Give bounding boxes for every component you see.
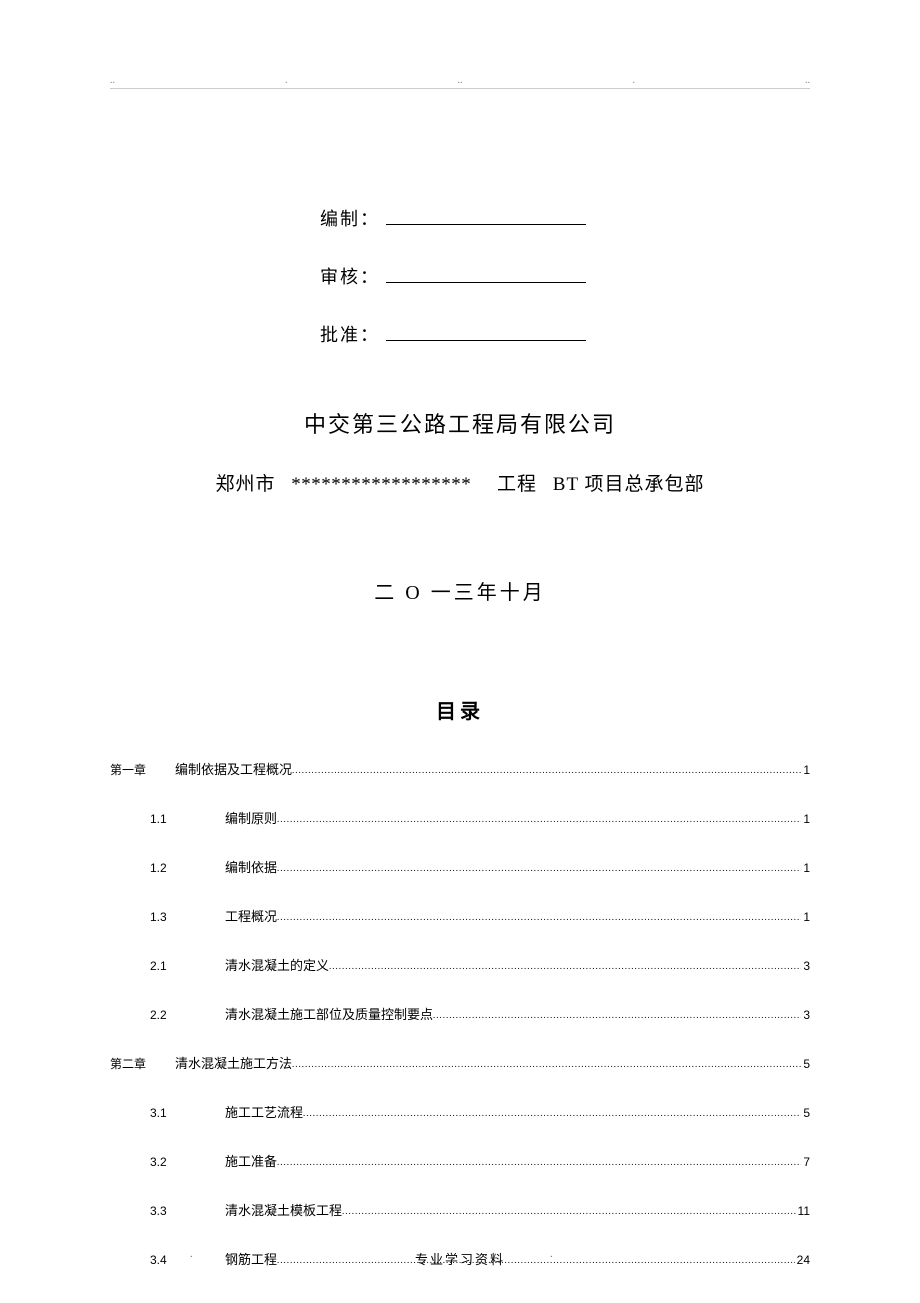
toc-item: 1.2 编制依据 1 — [110, 857, 810, 876]
company-name: 中交第三公路工程局有限公司 — [110, 407, 810, 439]
toc-page: 3 — [801, 959, 810, 973]
toc-leader — [329, 958, 801, 970]
toc-text: 编制原则 — [225, 808, 277, 827]
toc-page: 3 — [801, 1008, 810, 1022]
footer-dot-right: . — [550, 1249, 555, 1260]
toc-page: 5 — [801, 1057, 810, 1071]
toc-item: 3.3 清水混凝土模板工程 11 — [110, 1200, 810, 1219]
signature-block: 编制： 审核： 批准： — [320, 205, 810, 347]
page-container: ........ 编制： 审核： 批准： 中交第三公路工程局有限公司 郑州市 *… — [0, 0, 920, 1303]
toc-item: 第二章 清水混凝土施工方法 5 — [110, 1053, 810, 1072]
date-line: 二 O 一三年十月 — [110, 576, 810, 605]
toc-num: 2.1 — [150, 959, 225, 973]
toc-title: 目录 — [110, 695, 810, 724]
toc-text: 施工准备 — [225, 1151, 277, 1170]
toc-item: 1.3 工程概况 1 — [110, 906, 810, 925]
footer-dot-left: . — [190, 1249, 195, 1260]
toc-num: 3.3 — [150, 1204, 225, 1218]
project-prefix: 郑州市 — [216, 474, 276, 495]
compile-underline — [386, 224, 586, 225]
toc-leader — [433, 1007, 801, 1019]
project-line: 郑州市 ****************** 工程 BT 项目总承包部 — [110, 469, 810, 496]
toc-leader — [292, 762, 801, 774]
toc-text: 清水混凝土施工方法 — [175, 1053, 292, 1072]
toc-leader — [342, 1203, 796, 1215]
signature-approve: 批准： — [320, 321, 810, 347]
toc-container: 第一章 编制依据及工程概况 1 1.1 编制原则 1 1.2 编制依据 1 1.… — [110, 759, 810, 1268]
toc-leader — [277, 1154, 801, 1166]
toc-num: 1.2 — [150, 861, 225, 875]
toc-text: 工程概况 — [225, 906, 277, 925]
signature-compile: 编制： — [320, 205, 810, 231]
toc-item: 3.1 施工工艺流程 5 — [110, 1102, 810, 1121]
project-asterisks: ****************** — [291, 474, 471, 495]
project-mid: 工程 — [497, 474, 537, 495]
toc-page: 5 — [801, 1106, 810, 1120]
toc-leader — [303, 1105, 801, 1117]
footer-text: 专业学习资料 — [415, 1252, 505, 1267]
toc-page: 1 — [801, 861, 810, 875]
toc-item: 3.2 施工准备 7 — [110, 1151, 810, 1170]
toc-text: 清水混凝土的定义 — [225, 955, 329, 974]
toc-leader — [277, 811, 801, 823]
toc-num: 3.2 — [150, 1155, 225, 1169]
approve-label: 批准： — [320, 321, 380, 347]
approve-underline — [386, 340, 586, 341]
review-underline — [386, 282, 586, 283]
project-bt: BT — [553, 474, 579, 495]
toc-num: 1.1 — [150, 812, 225, 826]
toc-num: 第一章 — [110, 761, 175, 778]
compile-label: 编制： — [320, 205, 380, 231]
toc-text: 编制依据及工程概况 — [175, 759, 292, 778]
toc-page: 7 — [801, 1155, 810, 1169]
toc-text: 编制依据 — [225, 857, 277, 876]
toc-leader — [292, 1056, 801, 1068]
toc-num: 3.1 — [150, 1106, 225, 1120]
toc-item: 2.2 清水混凝土施工部位及质量控制要点 3 — [110, 1004, 810, 1023]
toc-item: 第一章 编制依据及工程概况 1 — [110, 759, 810, 778]
toc-leader — [277, 909, 801, 921]
toc-item: 1.1 编制原则 1 — [110, 808, 810, 827]
toc-num: 1.3 — [150, 910, 225, 924]
toc-page: 11 — [796, 1204, 810, 1218]
footer: . 专业学习资料 . — [0, 1249, 920, 1268]
toc-leader — [277, 860, 801, 872]
review-label: 审核： — [320, 263, 380, 289]
toc-page: 1 — [801, 812, 810, 826]
toc-text: 清水混凝土模板工程 — [225, 1200, 342, 1219]
toc-num: 第二章 — [110, 1055, 175, 1072]
toc-text: 施工工艺流程 — [225, 1102, 303, 1121]
toc-item: 2.1 清水混凝土的定义 3 — [110, 955, 810, 974]
toc-text: 清水混凝土施工部位及质量控制要点 — [225, 1004, 433, 1023]
toc-page: 1 — [801, 910, 810, 924]
header-dotted-line: ........ — [110, 75, 810, 89]
signature-review: 审核： — [320, 263, 810, 289]
toc-num: 2.2 — [150, 1008, 225, 1022]
project-suffix: 项目总承包部 — [584, 474, 704, 495]
toc-page: 1 — [801, 763, 810, 777]
